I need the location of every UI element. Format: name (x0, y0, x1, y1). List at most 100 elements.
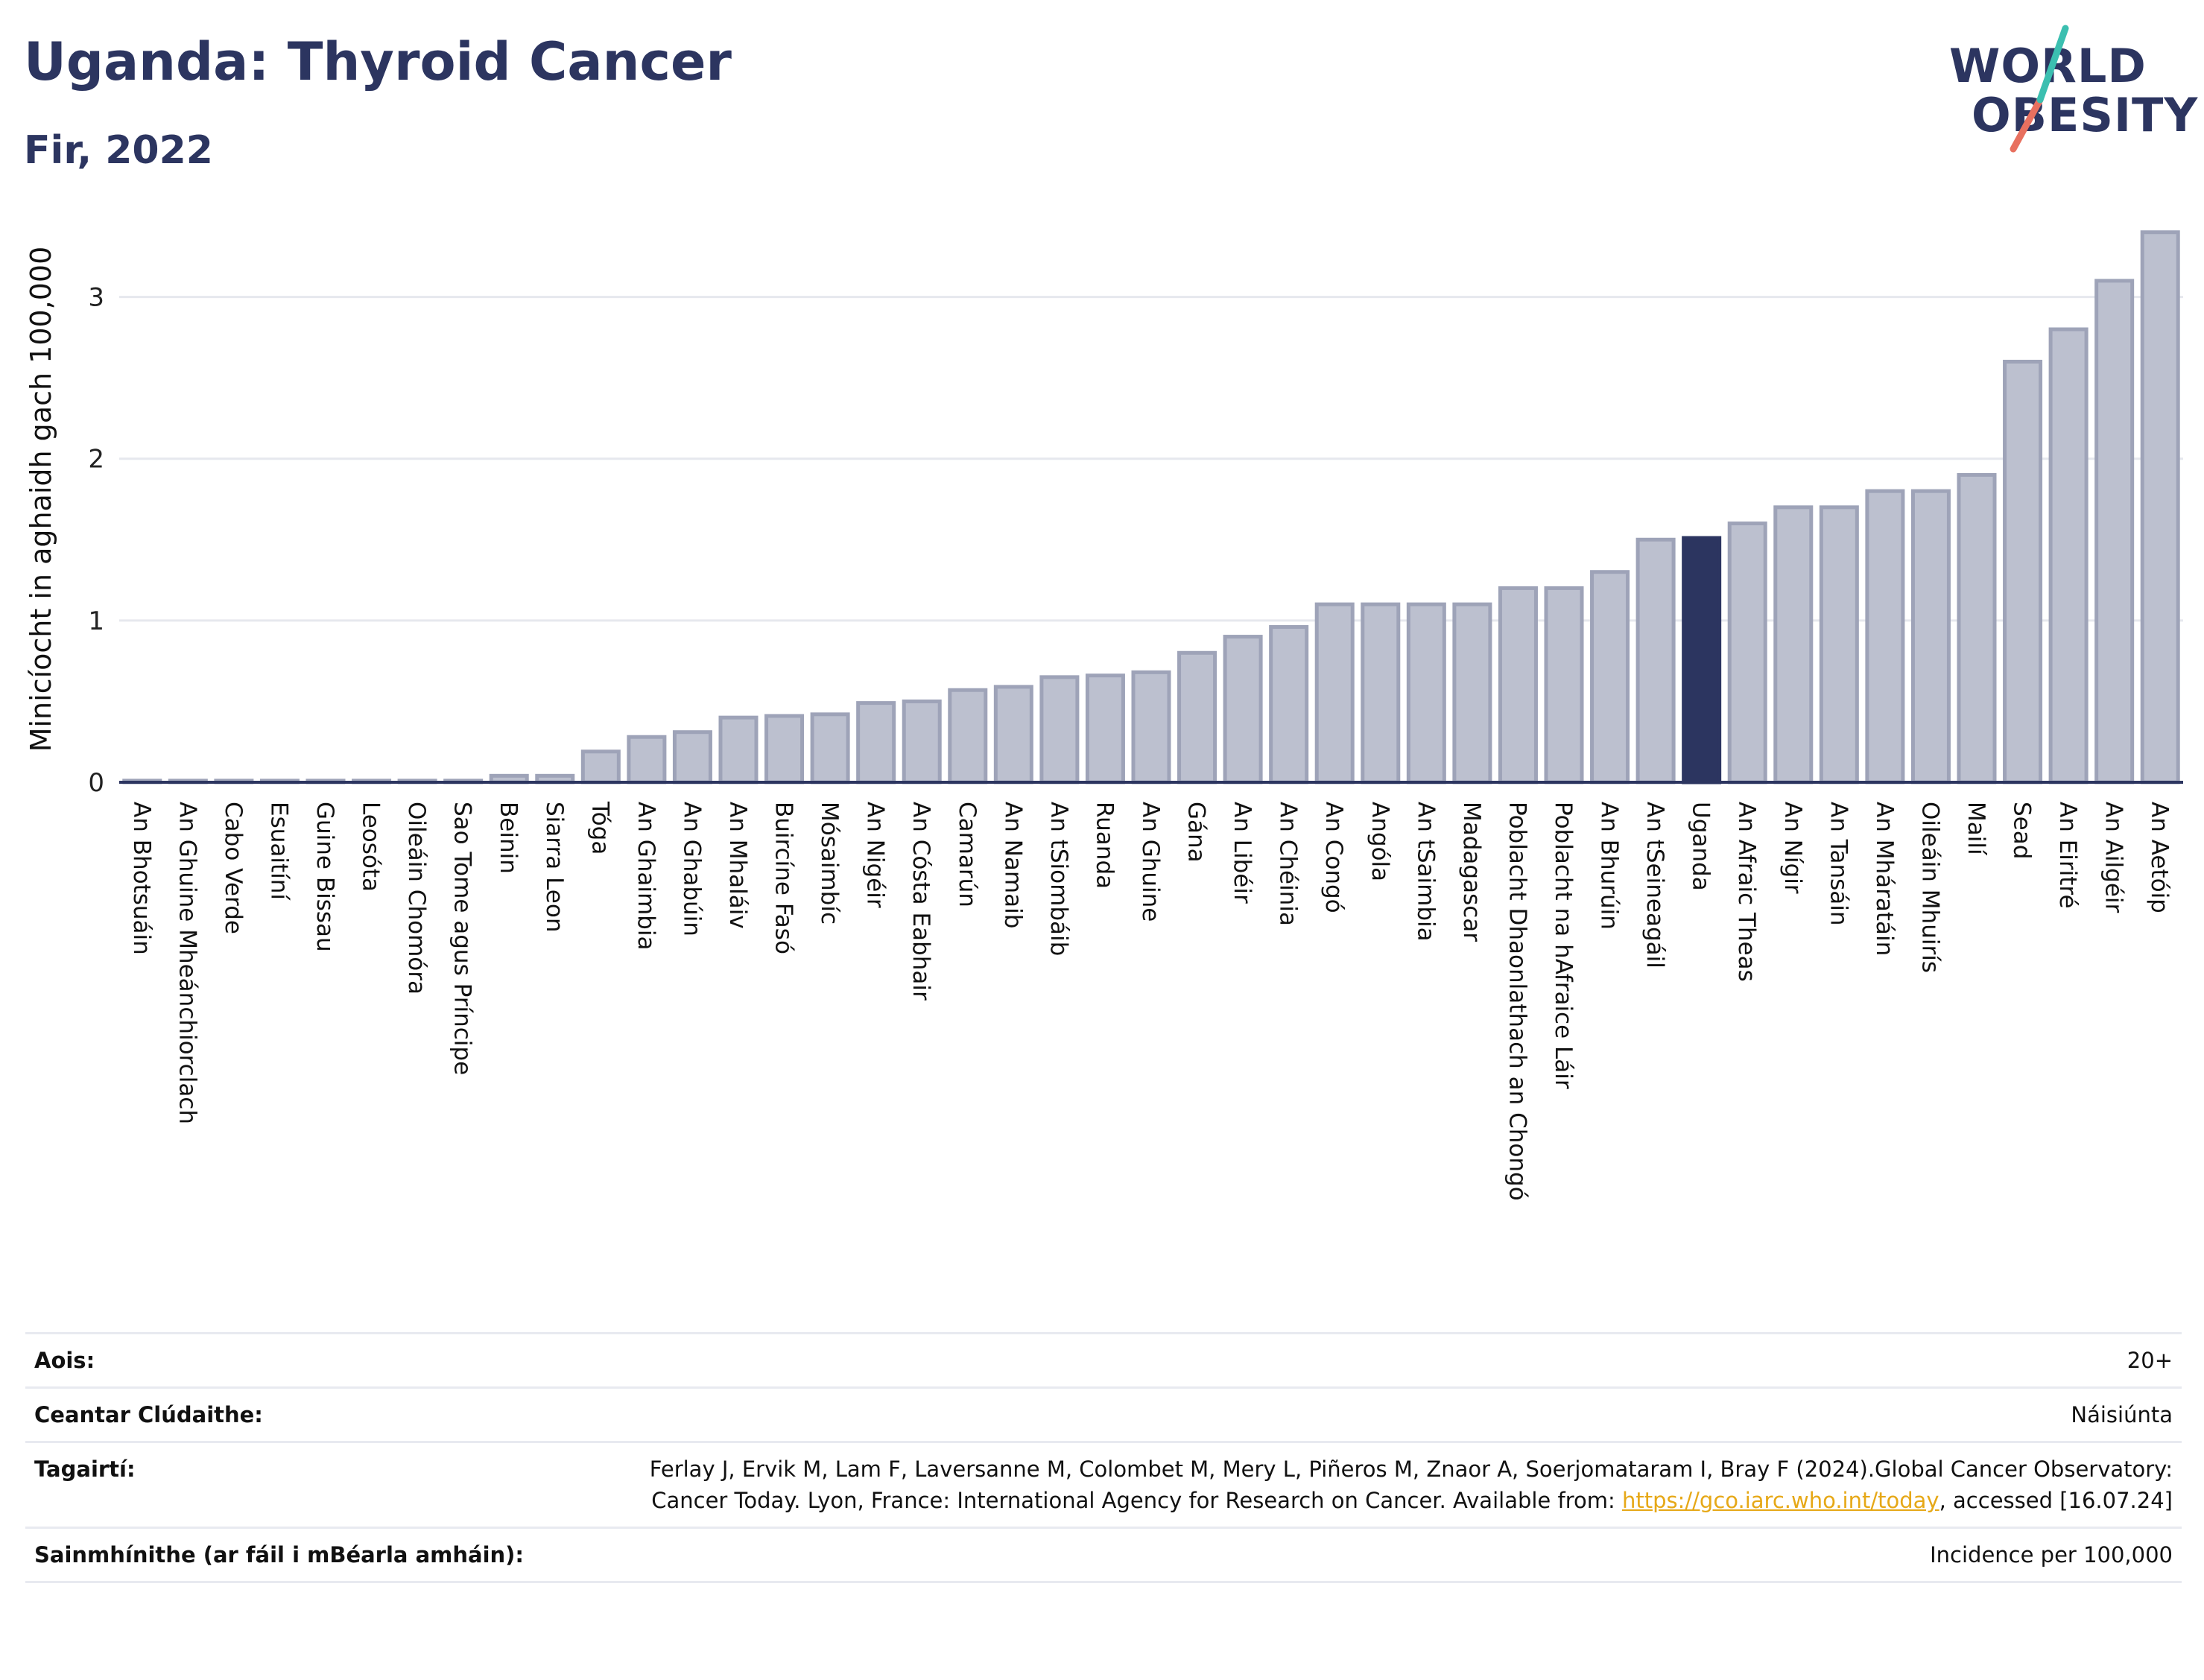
world-obesity-logo: WORLD OBESITY (1937, 22, 2197, 164)
x-tick-label: An Chéinia (1275, 802, 1302, 926)
x-tick-label: Sead (2009, 802, 2036, 859)
bar (1085, 673, 1125, 784)
x-tick-label: An Nigéir (862, 802, 889, 908)
bar-chart: 0 1 2 3 An Bhotsuáin An Ghuine Mheánchiorcla… (25, 230, 2183, 1201)
info-row-age: Aois: 20+ (25, 1331, 2182, 1388)
logo-text-obesity: OBESITY (1972, 88, 2199, 142)
x-tick-label: Tóga (586, 801, 613, 855)
x-tick-label: An Ghuine (1137, 802, 1164, 922)
x-tick-label: An Libéir (1229, 802, 1255, 904)
bar (1223, 635, 1263, 784)
x-tick-label: Leosóta (358, 802, 384, 892)
x-tick-label: Madagascar (1458, 802, 1485, 942)
info-table: Aois: 20+ Ceantar Clúdaithe: Náisiúnta T… (25, 1331, 2182, 1584)
bar (902, 699, 942, 784)
info-label: Sainmhínithe (ar fáil i mBéarla amháin): (25, 1527, 580, 1584)
bar (2003, 359, 2043, 784)
info-value: Incidence per 100,000 (580, 1527, 2182, 1584)
chart-title: Uganda: Thyroid Cancer (24, 31, 732, 92)
bar (1865, 489, 1905, 784)
x-tick-label: An Congó (1320, 802, 1347, 913)
x-tick-label: An Ailgéir (2100, 802, 2127, 913)
x-tick-label: Siarra Leon (541, 802, 568, 933)
bar (948, 688, 988, 784)
x-tick-label: An tSeineagáil (1641, 802, 1668, 969)
bar (672, 730, 712, 784)
x-tick-label: An Ghabúin (678, 802, 705, 936)
y-tick-label: 2 (88, 445, 104, 475)
bar (810, 712, 850, 784)
bar (2094, 279, 2135, 784)
bar (1727, 522, 1767, 784)
info-value: Náisiúnta (580, 1386, 2182, 1442)
x-tick-label: An Mháratáin (1871, 802, 1898, 956)
bar (1819, 505, 1859, 784)
x-tick-label: Gána (1183, 802, 1210, 863)
x-tick-label: Cabo Verde (220, 802, 247, 934)
bar (2140, 230, 2180, 784)
x-tick-label: Uganda (1688, 802, 1714, 891)
bar (764, 714, 805, 784)
bar (856, 701, 896, 784)
x-tick-label: An tSaimbia (1412, 802, 1439, 942)
bar (1498, 586, 1538, 784)
x-tick-label: Buircíne Fasó (770, 802, 797, 954)
bar (718, 715, 759, 784)
x-tick-label: An Bhotsuáin (128, 802, 155, 955)
info-label: Ceantar Clúdaithe: (25, 1386, 580, 1442)
x-tick-label: An tSiombáib (1045, 802, 1072, 956)
chart-subtitle: Fir, 2022 (24, 128, 213, 173)
bar (1544, 586, 1584, 784)
bar (1269, 625, 1309, 784)
x-tick-label: Camarún (954, 802, 981, 907)
y-axis-title: Minicíocht in aghaidh gach 100,000 (25, 247, 57, 752)
axes: 0 1 2 3 (88, 283, 2183, 798)
y-tick-label: 0 (88, 768, 104, 798)
info-value: 20+ (580, 1331, 2182, 1388)
x-tick-label: An Afraic Theas (1733, 802, 1760, 982)
x-tick-label: An Eiritré (2054, 802, 2081, 909)
x-tick-label: Beinin (495, 802, 522, 874)
x-tick-label: Ruanda (1091, 802, 1118, 889)
x-tick-label: An Bhurúin (1596, 802, 1623, 930)
x-tick-label: Mailí (1963, 802, 1989, 856)
info-label: Tagairtí: (25, 1441, 580, 1528)
reference-text: Ferlay J, Ervik M, Lam F, Laversanne M, … (649, 1456, 2173, 1514)
x-tick-label: Mósaimbíc (816, 802, 843, 925)
x-tick-label: Guine Bissau (311, 802, 338, 952)
x-tick-label: Poblacht na hAfraice Láir (1550, 802, 1577, 1089)
x-tick-label: An Ghaimbia (633, 802, 659, 950)
x-tick-label: Oileáin Mhuirís (1916, 802, 1943, 973)
x-tick-label: Angóla (1367, 802, 1393, 881)
x-tick-label: An Aetóip (2146, 802, 2173, 913)
reference-link[interactable]: https://gco.iarc.who.int/today (1621, 1488, 1939, 1514)
x-tick-label: An Cósta Eabhair (908, 802, 934, 1001)
info-row-definitions: Sainmhínithe (ar fáil i mBéarla amháin):… (25, 1527, 2182, 1584)
bar (1131, 670, 1171, 784)
bars (122, 230, 2180, 784)
reference-accessed: , accessed [16.07.24] (1939, 1488, 2173, 1514)
bar (1177, 650, 1217, 784)
bar (1910, 489, 1951, 784)
y-tick-label: 1 (88, 606, 104, 636)
bar (1590, 570, 1630, 784)
info-value: Ferlay J, Ervik M, Lam F, Laversanne M, … (580, 1441, 2182, 1528)
bar (1314, 602, 1355, 784)
bar (1773, 505, 1814, 784)
info-row-references: Tagairtí: Ferlay J, Ervik M, Lam F, Lave… (25, 1441, 2182, 1528)
x-tick-label: An Namaib (999, 802, 1026, 928)
info-label: Aois: (25, 1331, 580, 1388)
bar (1452, 602, 1492, 784)
bar (1635, 537, 1676, 784)
bar (1957, 472, 1997, 784)
logo-slash-icon (2010, 25, 2069, 153)
x-tick-label: An Nígir (1779, 802, 1806, 894)
bar (1406, 602, 1446, 784)
y-tick-label: 3 (88, 283, 104, 313)
info-row-coverage: Ceantar Clúdaithe: Náisiúnta (25, 1386, 2182, 1442)
x-tick-label: Oileáin Chomóra (403, 802, 430, 995)
bar (2048, 327, 2089, 784)
x-tick-label: Poblacht Dhaonlathach an Chongó (1504, 802, 1530, 1201)
x-tick-label: An Ghuine Mheánchiorclach (174, 802, 200, 1124)
bar (1039, 675, 1080, 784)
